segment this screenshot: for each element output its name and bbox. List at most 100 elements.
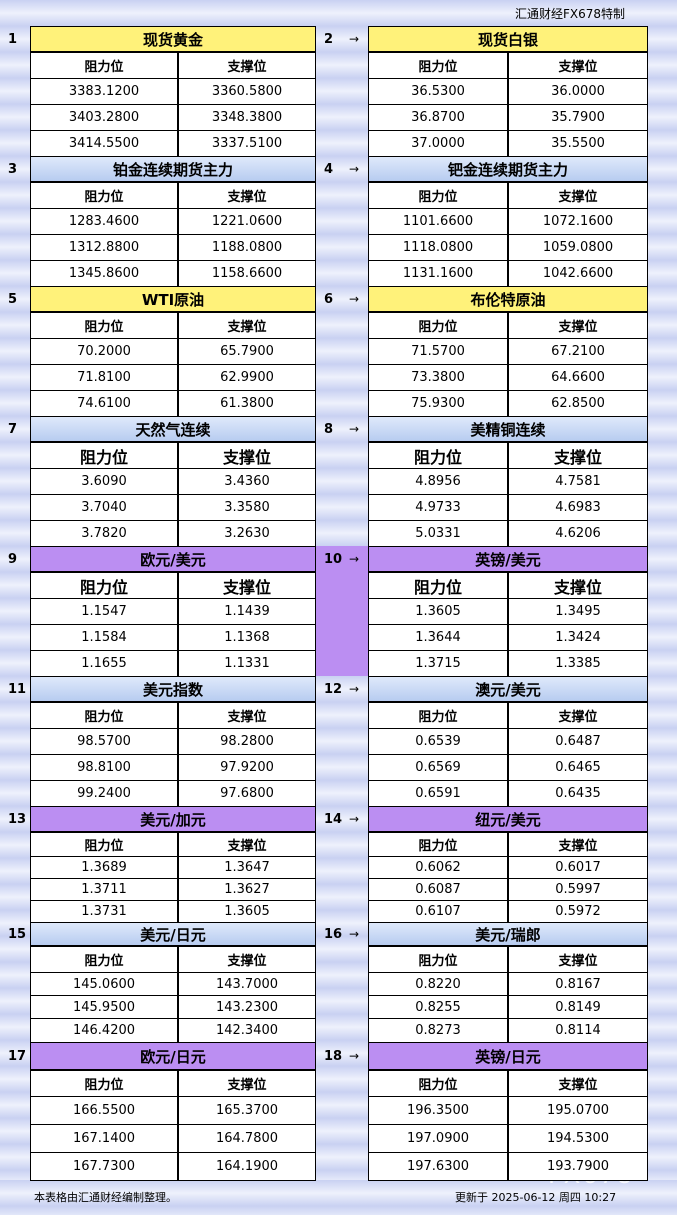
panel-title: 天然气连续 — [30, 416, 316, 442]
panel-title: 美精铜连续 — [368, 416, 648, 442]
value-cell: 3414.5500 — [30, 130, 178, 157]
column-header: 支撑位 — [508, 182, 648, 209]
arrow: → — [348, 552, 360, 566]
panel-title: 澳元/美元 — [368, 676, 648, 702]
column-header: 阻力位 — [30, 832, 178, 857]
value-cell: 1042.6600 — [508, 260, 648, 287]
value-cell: 1.3647 — [178, 856, 316, 879]
column-header: 支撑位 — [508, 312, 648, 339]
panel-title: 欧元/美元 — [30, 546, 316, 572]
column-header: 阻力位 — [368, 1070, 508, 1097]
value-cell: 73.3800 — [368, 364, 508, 391]
panel-title: 美元/加元 — [30, 806, 316, 832]
arrow: → — [348, 162, 360, 176]
panel-number: 16 — [324, 926, 343, 942]
value-cell: 142.3400 — [178, 1018, 316, 1043]
value-cell: 1101.6600 — [368, 208, 508, 235]
value-cell: 71.8100 — [30, 364, 178, 391]
value-cell: 194.5300 — [508, 1124, 648, 1153]
value-cell: 0.6017 — [508, 856, 648, 879]
arrow: → — [348, 292, 360, 306]
value-cell: 3.7820 — [30, 520, 178, 547]
column-header: 阻力位 — [368, 52, 508, 79]
value-cell: 0.6539 — [368, 728, 508, 755]
value-cell: 35.5500 — [508, 130, 648, 157]
panel-title: 铂金连续期货主力 — [30, 156, 316, 182]
arrow: → — [348, 422, 360, 436]
column-header: 阻力位 — [368, 946, 508, 973]
value-cell: 0.8220 — [368, 972, 508, 996]
value-cell: 97.6800 — [178, 780, 316, 807]
footer-bar — [0, 1180, 677, 1215]
value-cell: 3383.1200 — [30, 78, 178, 105]
arrow: → — [348, 812, 360, 826]
value-cell: 71.5700 — [368, 338, 508, 365]
panel-title: 美元指数 — [30, 676, 316, 702]
arrow: → — [348, 1049, 360, 1063]
value-cell: 0.6062 — [368, 856, 508, 879]
value-cell: 4.8956 — [368, 468, 508, 495]
column-header: 支撑位 — [178, 946, 316, 973]
column-header: 支撑位 — [178, 312, 316, 339]
value-cell: 3.7040 — [30, 494, 178, 521]
value-cell: 196.3500 — [368, 1096, 508, 1125]
value-cell: 1.3605 — [368, 598, 508, 625]
value-cell: 1.1439 — [178, 598, 316, 625]
value-cell: 145.9500 — [30, 995, 178, 1019]
column-header: 阻力位 — [30, 442, 178, 469]
value-cell: 1.3495 — [508, 598, 648, 625]
column-header: 支撑位 — [178, 572, 316, 599]
column-header: 支撑位 — [508, 572, 648, 599]
value-cell: 37.0000 — [368, 130, 508, 157]
value-cell: 64.6600 — [508, 364, 648, 391]
panel-number: 2 — [324, 31, 334, 47]
panel-number: 17 — [8, 1048, 27, 1064]
column-header: 支撑位 — [178, 182, 316, 209]
panel-title: 英镑/美元 — [368, 546, 648, 572]
value-cell: 97.9200 — [178, 754, 316, 781]
column-header: 支撑位 — [178, 52, 316, 79]
value-cell: 1188.0800 — [178, 234, 316, 261]
panel-title: WTI原油 — [30, 286, 316, 312]
value-cell: 1.1368 — [178, 624, 316, 651]
panel-title: 欧元/日元 — [30, 1042, 316, 1070]
value-cell: 0.8167 — [508, 972, 648, 996]
value-cell: 0.8273 — [368, 1018, 508, 1043]
panel-number: 3 — [8, 161, 18, 177]
value-cell: 3403.2800 — [30, 104, 178, 131]
value-cell: 1.1547 — [30, 598, 178, 625]
panel-number: 6 — [324, 291, 334, 307]
column-header: 支撑位 — [508, 946, 648, 973]
value-cell: 3.6090 — [30, 468, 178, 495]
value-cell: 4.6983 — [508, 494, 648, 521]
value-cell: 0.6107 — [368, 900, 508, 923]
value-cell: 3348.3800 — [178, 104, 316, 131]
value-cell: 67.2100 — [508, 338, 648, 365]
value-cell: 98.5700 — [30, 728, 178, 755]
panel-number: 11 — [8, 681, 27, 697]
value-cell: 0.6591 — [368, 780, 508, 807]
value-cell: 0.6487 — [508, 728, 648, 755]
panel-title: 纽元/美元 — [368, 806, 648, 832]
value-cell: 4.9733 — [368, 494, 508, 521]
value-cell: 1059.0800 — [508, 234, 648, 261]
panel-number: 18 — [324, 1048, 343, 1064]
column-header: 支撑位 — [178, 832, 316, 857]
value-cell: 0.5972 — [508, 900, 648, 923]
column-header: 阻力位 — [368, 572, 508, 599]
value-cell: 4.7581 — [508, 468, 648, 495]
column-header: 支撑位 — [508, 52, 648, 79]
panel-number: 13 — [8, 811, 27, 827]
value-cell: 1.3731 — [30, 900, 178, 923]
column-header: 阻力位 — [30, 1070, 178, 1097]
panel-title: 现货黄金 — [30, 26, 316, 52]
value-cell: 61.3800 — [178, 390, 316, 417]
column-header: 阻力位 — [30, 946, 178, 973]
value-cell: 3.2630 — [178, 520, 316, 547]
value-cell: 167.7300 — [30, 1152, 178, 1181]
column-header: 阻力位 — [368, 182, 508, 209]
value-cell: 1221.0600 — [178, 208, 316, 235]
value-cell: 1.1584 — [30, 624, 178, 651]
brand: 汇通财经FX678特制 — [514, 6, 626, 21]
